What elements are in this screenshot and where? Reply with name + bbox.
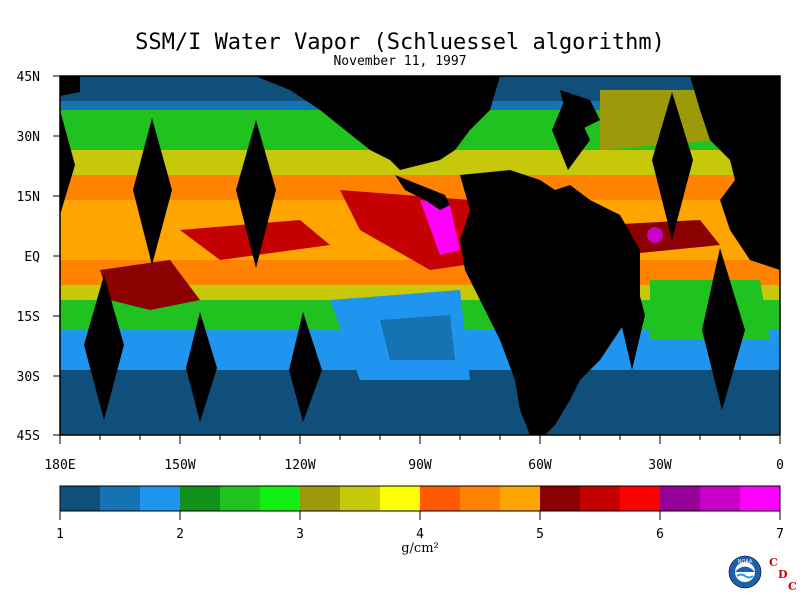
lon-label: 180E <box>44 458 75 473</box>
lon-label: 90W <box>408 458 432 473</box>
longitude-axis: 180E 150W 120W 90W 60W 30W 0 <box>44 435 784 473</box>
colorbar-swatch <box>660 486 701 511</box>
colorbar-swatch <box>60 486 101 511</box>
page-title: SSM/I Water Vapor (Schluessel algorithm) <box>135 30 665 55</box>
colorbar-ticks: 1 2 3 4 5 6 7 <box>56 511 784 542</box>
colorbar <box>60 486 781 511</box>
noaa-logo-text: NOAA <box>738 559 753 565</box>
colorbar-tick-label: 7 <box>776 527 784 542</box>
colorbar-swatch <box>220 486 261 511</box>
cdc-letter: C <box>769 556 778 569</box>
colorbar-unit-label: g/cm² <box>401 541 439 556</box>
date-subtitle: November 11, 1997 <box>333 54 467 69</box>
colorbar-swatch <box>260 486 301 511</box>
lon-label: 0 <box>776 458 784 473</box>
colorbar-swatch <box>580 486 621 511</box>
lat-label: 15N <box>17 190 40 205</box>
colorbar-swatch <box>180 486 221 511</box>
noaa-logo-icon: NOAA <box>728 555 762 589</box>
map-field <box>60 76 780 435</box>
lat-label: 45N <box>17 70 40 85</box>
lat-label: 15S <box>17 310 40 325</box>
colorbar-swatch <box>140 486 181 511</box>
lon-label: 60W <box>528 458 552 473</box>
lat-label: 45S <box>17 429 40 444</box>
cdc-letter: D <box>778 568 788 581</box>
colorbar-tick-label: 6 <box>656 527 664 542</box>
colorbar-swatch <box>380 486 421 511</box>
colorbar-swatch <box>340 486 381 511</box>
colorbar-tick-label: 2 <box>176 527 184 542</box>
colorbar-swatch <box>460 486 501 511</box>
lat-label: 30S <box>17 370 40 385</box>
lat-label: 30N <box>17 130 40 145</box>
colorbar-swatch <box>500 486 541 511</box>
colorbar-swatch <box>100 486 141 511</box>
lat-label: EQ <box>24 250 40 265</box>
colorbar-tick-label: 1 <box>56 527 64 542</box>
latitude-axis: 45N 30N 15N EQ 15S 30S 45S <box>17 70 60 444</box>
lon-label: 120W <box>284 458 315 473</box>
colorbar-tick-label: 3 <box>296 527 304 542</box>
lon-label: 150W <box>164 458 195 473</box>
cdc-letter: C <box>788 580 797 593</box>
colorbar-swatch <box>420 486 461 511</box>
colorbar-swatch <box>740 486 781 511</box>
colorbar-swatch <box>540 486 581 511</box>
colorbar-swatch <box>700 486 741 511</box>
colorbar-tick-label: 5 <box>536 527 544 542</box>
colorbar-swatch <box>620 486 661 511</box>
lon-label: 30W <box>648 458 672 473</box>
colorbar-swatch <box>300 486 341 511</box>
colorbar-tick-label: 4 <box>416 527 424 542</box>
